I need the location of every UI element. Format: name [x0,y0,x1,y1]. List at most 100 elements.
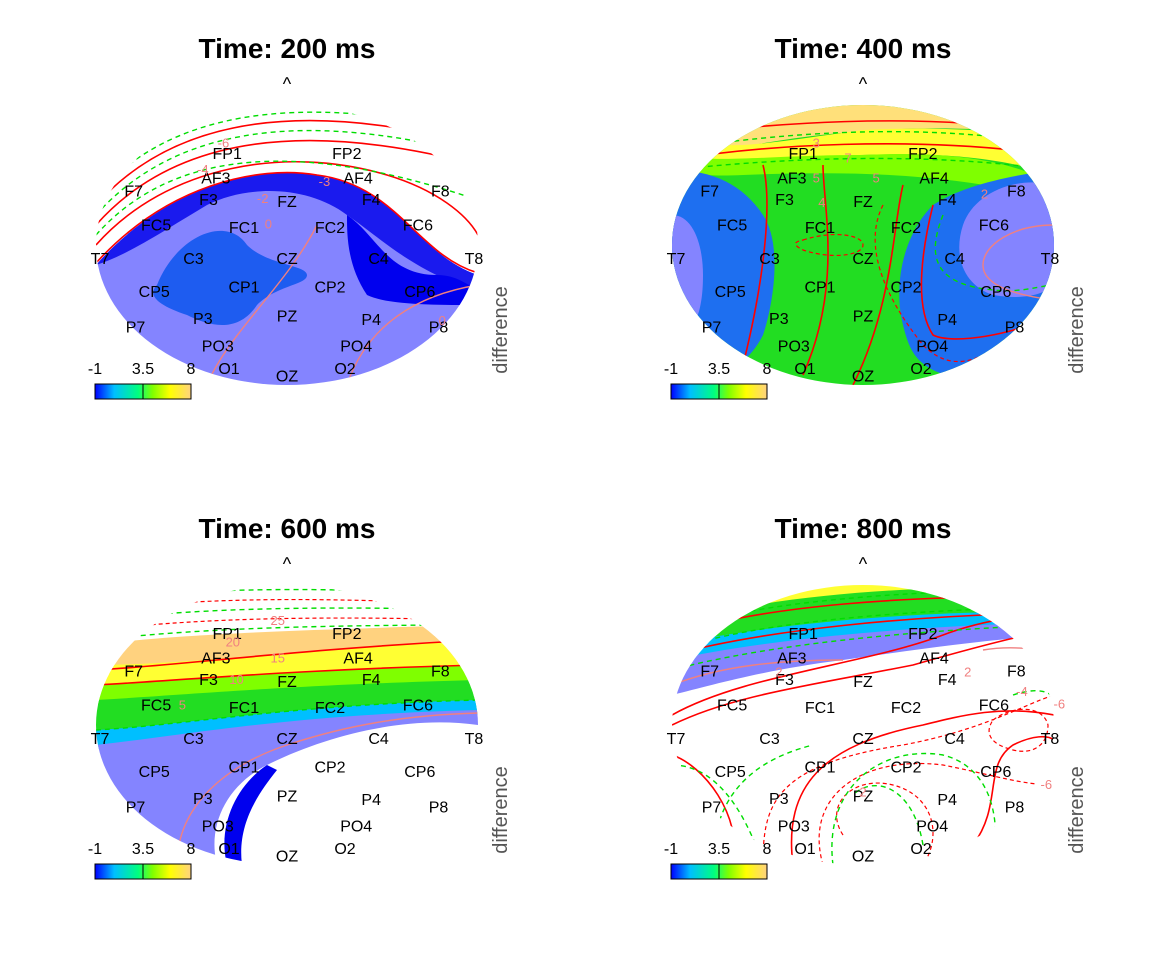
electrode-p8: P8 [429,319,449,336]
colorbar-tick-mid: 3.5 [132,361,154,378]
contour-level-label: 0 [439,313,446,328]
contour-level-label: -4 [197,162,209,177]
electrode-cz: CZ [276,251,298,268]
electrode-po3: PO3 [778,339,810,356]
electrode-cp1: CP1 [804,280,835,297]
electrode-f3: F3 [199,192,218,209]
color-field [96,640,478,690]
electrode-fc5: FC5 [717,218,747,235]
color-field [224,765,277,865]
electrode-cz: CZ [852,251,874,268]
positive-contour [96,639,478,686]
contour-level-label: 5 [179,698,186,713]
color-field [672,611,1054,665]
electrode-fp1: FP1 [789,626,818,643]
electrode-t7: T7 [91,251,110,268]
electrode-p7: P7 [702,799,722,816]
positive-contour [96,119,478,274]
electrode-p3: P3 [769,311,789,328]
electrode-fp2: FP2 [908,146,937,163]
electrode-af4: AF4 [343,651,372,668]
electrode-oz: OZ [852,849,874,866]
contour-level-label: 10 [229,672,243,687]
electrode-fp2: FP2 [332,626,361,643]
electrode-f8: F8 [1007,183,1026,200]
colorbar-tick-max: 8 [187,841,196,858]
electrode-cz: CZ [852,731,874,748]
electrode-cp1: CP1 [228,760,259,777]
electrode-labels: FP1 FP2 AF3 AF4 F7 F3 FZ F4 F8 FC5 FC1 FC2 FC6 T7 C3 CZ… [667,626,1060,866]
color-field [672,153,1054,200]
negative-contour [96,111,478,236]
color-field [96,710,478,865]
electrode-af3: AF3 [201,171,230,188]
electrode-af4: AF4 [919,171,948,188]
electrode-f4: F4 [362,192,381,209]
electrode-t7: T7 [91,731,110,748]
electrode-fp2: FP2 [332,146,361,163]
electrode-t7: T7 [667,731,686,748]
electrode-p8: P8 [429,799,449,816]
electrode-p3: P3 [193,311,213,328]
level-line [982,224,1054,301]
colorbar-tick-mid: 3.5 [708,361,730,378]
contour-level-label: 5 [813,171,820,186]
electrode-f4: F4 [362,672,381,689]
positive-contour [672,585,1054,865]
colorbar: -1 3.5 8 [664,361,772,400]
electrode-p3: P3 [769,791,789,808]
electrode-oz: OZ [852,369,874,386]
electrode-cp5: CP5 [715,764,746,781]
color-field [672,623,1054,695]
contour-level-label: -3 [319,174,331,189]
colorbar-tick-mid: 3.5 [132,841,154,858]
electrode-f7: F7 [124,663,143,680]
electrode-fc1: FC1 [805,220,835,237]
electrode-c4: C4 [944,731,965,748]
electrode-af3: AF3 [777,651,806,668]
electrode-p3: P3 [193,791,213,808]
electrode-cp6: CP6 [980,284,1011,301]
electrode-fp1: FP1 [789,146,818,163]
electrode-po3: PO3 [202,819,234,836]
electrode-c4: C4 [368,251,389,268]
contour-level-label: 0 [265,217,272,232]
electrode-cp2: CP2 [314,280,345,297]
electrode-fz: FZ [853,674,873,691]
contour-level-label: 25 [270,613,284,628]
electrode-fp1: FP1 [213,146,242,163]
electrode-f4: F4 [938,672,957,689]
electrode-p8: P8 [1005,799,1025,816]
electrode-po3: PO3 [778,819,810,836]
electrode-p7: P7 [702,319,722,336]
y-axis-label: difference [490,286,512,373]
electrode-o1: O1 [218,361,239,378]
panel-title: Time: 600 ms [199,513,376,544]
negative-contour [672,589,1054,865]
contour-level-label: 4 [818,195,825,210]
electrode-fp1: FP1 [213,626,242,643]
electrode-fc5: FC5 [717,698,747,715]
electrode-po4: PO4 [340,339,372,356]
colorbar-tick-mid: 3.5 [708,841,730,858]
electrode-o1: O1 [218,841,239,858]
electrode-pz: PZ [277,309,298,326]
electrode-labels: FP1 FP2 AF3 AF4 F7 F3 FZ F4 F8 FC5 FC1 FC2 FC6 T7 C3 CZ… [91,146,484,386]
electrode-fc6: FC6 [979,218,1009,235]
contour-level-label: -6 [1054,697,1066,712]
electrode-c4: C4 [368,731,389,748]
electrode-p7: P7 [126,319,146,336]
color-field [347,215,478,305]
colorbar-tick-min: -1 [664,841,678,858]
colorbar-tick-min: -1 [88,361,102,378]
contour-level-label: 2 [964,665,971,680]
electrode-oz: OZ [276,849,298,866]
positive-contour [762,694,1054,865]
electrode-oz: OZ [276,369,298,386]
electrode-cp2: CP2 [314,760,345,777]
electrode-fz: FZ [853,194,873,211]
electrode-af3: AF3 [777,171,806,188]
electrode-cp1: CP1 [228,280,259,297]
electrode-o2: O2 [334,841,355,858]
